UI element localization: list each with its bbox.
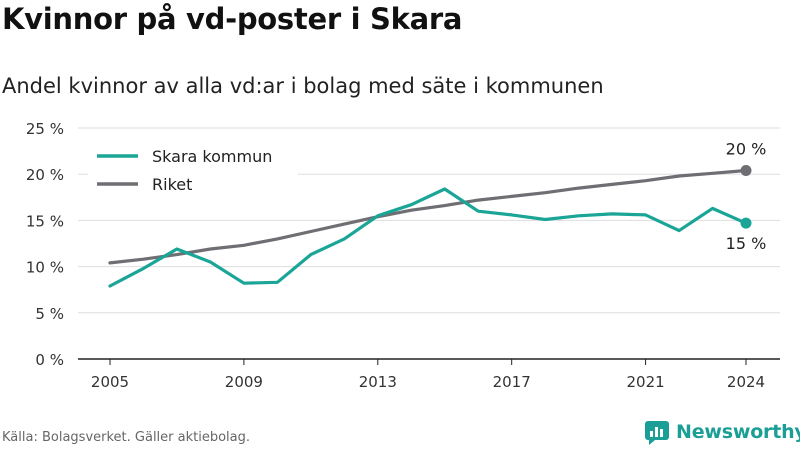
legend-label: Riket [152,175,192,194]
legend-label: Skara kommun [152,147,272,166]
chart-subtitle: Andel kvinnor av alla vd:ar i bolag med … [2,74,604,98]
y-tick-label: 0 % [35,351,64,369]
chart-title: Kvinnor på vd-poster i Skara [2,2,463,36]
x-tick-label: 2017 [493,373,531,391]
series-line-skara-kommun [108,187,748,288]
y-tick-label: 10 % [26,259,64,277]
source-note: Källa: Bolagsverket. Gäller aktiebolag. [2,430,251,445]
y-tick-label: 5 % [35,305,64,323]
newsworthy-brand-name: Newsworthy [676,421,800,443]
x-tick-label: 2013 [359,373,397,391]
newsworthy-logo-icon [645,421,669,445]
y-tick-label: 25 % [26,120,64,138]
x-tick-label: 2024 [727,373,765,391]
y-tick-label: 20 % [26,166,64,184]
series-line-riket [108,168,748,265]
series-end-point-skara-kommun [740,217,752,229]
x-tick-label: 2021 [626,373,664,391]
y-tick-label: 15 % [26,212,64,230]
series-end-point-riket [740,165,752,177]
x-tick-label: 2005 [91,373,129,391]
x-tick-label: 2009 [225,373,263,391]
series-end-label-riket: 20 % [726,140,767,159]
legend-box [88,140,298,200]
series-end-label-skara-kommun: 15 % [726,234,767,253]
newsworthy-logo[interactable]: Newsworthy [644,419,800,445]
